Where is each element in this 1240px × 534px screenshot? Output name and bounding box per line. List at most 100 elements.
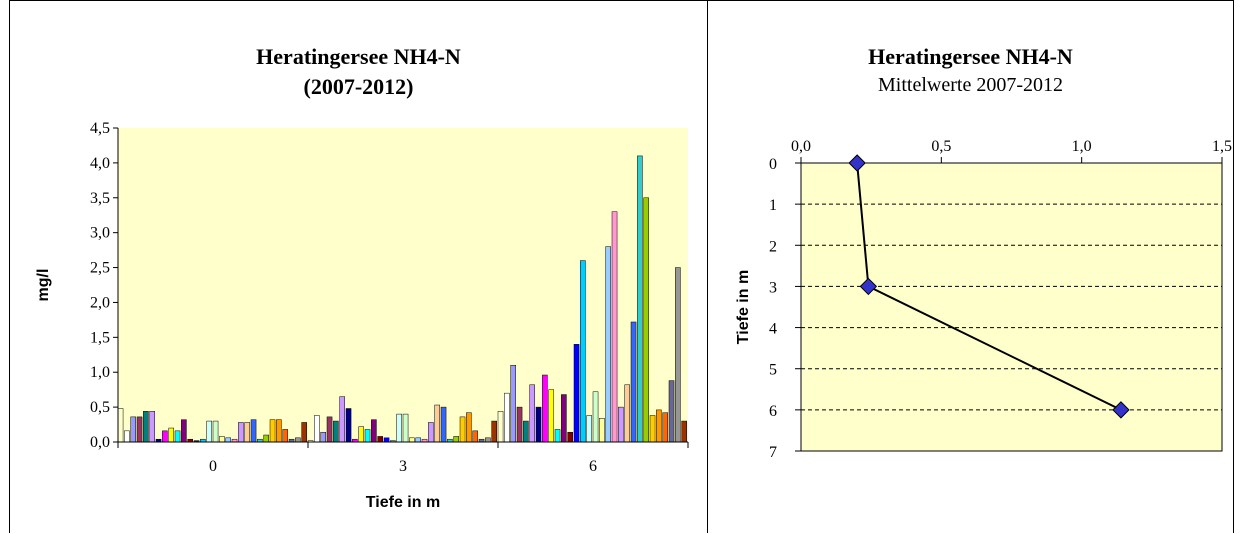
right-chart-title: Heratingersee NH4-N bbox=[868, 44, 1073, 69]
y-axis-title: Tiefe in m bbox=[735, 270, 752, 344]
y-tick-label: 3,5 bbox=[90, 190, 110, 207]
y-tick-label: 2 bbox=[769, 238, 777, 255]
bar bbox=[573, 344, 580, 443]
bar bbox=[466, 412, 472, 443]
bar bbox=[523, 420, 529, 443]
right-chart-panel: Heratingersee NH4-N Mittelwerte 2007-201… bbox=[707, 0, 1234, 533]
depth-profile-chart: 0 1 2 3 4 5 6 7 0,0 0,5 1,0 1,5 Tiefe in m bbox=[735, 138, 1232, 461]
bar bbox=[485, 437, 491, 443]
bar bbox=[402, 413, 409, 443]
bar bbox=[624, 384, 630, 443]
bar bbox=[637, 155, 643, 443]
left-chart-title: Heratingersee NH4-N bbox=[256, 44, 461, 69]
bar bbox=[396, 413, 402, 443]
y-axis-title: mg/l bbox=[35, 269, 52, 302]
bar bbox=[459, 416, 466, 443]
bar bbox=[649, 415, 656, 443]
bar bbox=[567, 431, 573, 443]
y-tick-label: 1 bbox=[769, 197, 777, 214]
bar bbox=[529, 384, 535, 443]
bar bbox=[440, 406, 447, 443]
bar bbox=[168, 427, 174, 443]
bar bbox=[497, 411, 504, 443]
bar bbox=[282, 429, 288, 443]
bar bbox=[117, 408, 124, 443]
bar bbox=[434, 404, 440, 443]
y-tick-label: 0,5 bbox=[90, 399, 110, 416]
left-chart-panel: Heratingersee NH4-N (2007-2012) 0,0 0,5 1,… bbox=[9, 0, 707, 533]
bar bbox=[212, 420, 219, 443]
y-tick-label: 0,0 bbox=[90, 434, 110, 451]
y-tick-label: 7 bbox=[769, 444, 777, 461]
y-tick-label: 6 bbox=[769, 403, 777, 420]
bar bbox=[630, 321, 637, 443]
x-tick-label: 3 bbox=[399, 458, 407, 475]
bar bbox=[136, 416, 143, 443]
y-tick-label: 3 bbox=[769, 279, 777, 296]
bar bbox=[301, 422, 307, 443]
y-tick-label: 4 bbox=[769, 321, 777, 338]
bar bbox=[333, 420, 339, 443]
bar bbox=[295, 437, 301, 443]
bar bbox=[561, 394, 567, 443]
plot-area bbox=[118, 128, 688, 442]
bar bbox=[174, 430, 181, 443]
bar bbox=[453, 436, 459, 443]
right-chart-subtitle: Mittelwerte 2007-2012 bbox=[878, 74, 1063, 96]
y-tick-label: 0 bbox=[769, 156, 777, 173]
y-tick-label: 1,5 bbox=[90, 329, 110, 346]
x-tick-label: 1,0 bbox=[1072, 138, 1092, 155]
bar bbox=[542, 374, 548, 443]
bar bbox=[668, 380, 675, 443]
bar bbox=[662, 412, 668, 443]
x-tick-label: 0,5 bbox=[931, 138, 951, 155]
bar bbox=[535, 406, 542, 443]
bar bbox=[409, 437, 415, 443]
bar bbox=[339, 396, 345, 443]
bar bbox=[244, 422, 250, 443]
bar bbox=[269, 419, 276, 443]
bar bbox=[130, 416, 136, 443]
bar bbox=[643, 197, 649, 443]
x-tick-label: 0,0 bbox=[791, 138, 811, 155]
bar bbox=[206, 420, 212, 443]
bar bbox=[592, 391, 599, 443]
data-point bbox=[1112, 401, 1130, 419]
bar bbox=[371, 419, 377, 443]
bar bbox=[586, 415, 592, 443]
y-tick-label: 3,0 bbox=[90, 225, 110, 242]
y-tick-label: 2,5 bbox=[90, 260, 110, 277]
bar bbox=[149, 411, 155, 443]
y-tick-label: 5 bbox=[769, 362, 777, 379]
bar bbox=[377, 436, 383, 443]
bar bbox=[611, 211, 618, 443]
bar bbox=[605, 246, 611, 443]
bar bbox=[554, 429, 561, 443]
bar bbox=[181, 419, 187, 443]
bar-chart: 0,0 0,5 1,0 1,5 2,0 2,5 3,0 3,5 4,0 4,5 0 3 6 Tiefe i… bbox=[35, 120, 689, 511]
bar bbox=[383, 437, 390, 443]
x-tick-label: 6 bbox=[589, 458, 597, 475]
x-axis-title: Tiefe in m bbox=[366, 494, 440, 511]
bar bbox=[580, 260, 586, 443]
bar bbox=[238, 422, 244, 443]
y-tick-label: 2,0 bbox=[90, 294, 110, 311]
bar bbox=[491, 420, 497, 443]
bar bbox=[326, 416, 333, 443]
bar bbox=[618, 406, 624, 443]
bar bbox=[314, 415, 320, 443]
plot-area bbox=[800, 162, 1223, 452]
bar bbox=[681, 420, 687, 443]
bar bbox=[364, 429, 371, 443]
bar bbox=[548, 389, 554, 443]
bar bbox=[225, 437, 231, 443]
bar bbox=[516, 406, 523, 443]
bar bbox=[143, 411, 149, 443]
y-tick-label: 1,0 bbox=[90, 364, 110, 381]
bar bbox=[263, 434, 269, 443]
data-point bbox=[848, 154, 866, 172]
bar bbox=[472, 430, 478, 443]
left-chart-subtitle: (2007-2012) bbox=[303, 74, 414, 99]
x-tick-label: 0 bbox=[209, 458, 217, 475]
bar bbox=[656, 409, 662, 443]
